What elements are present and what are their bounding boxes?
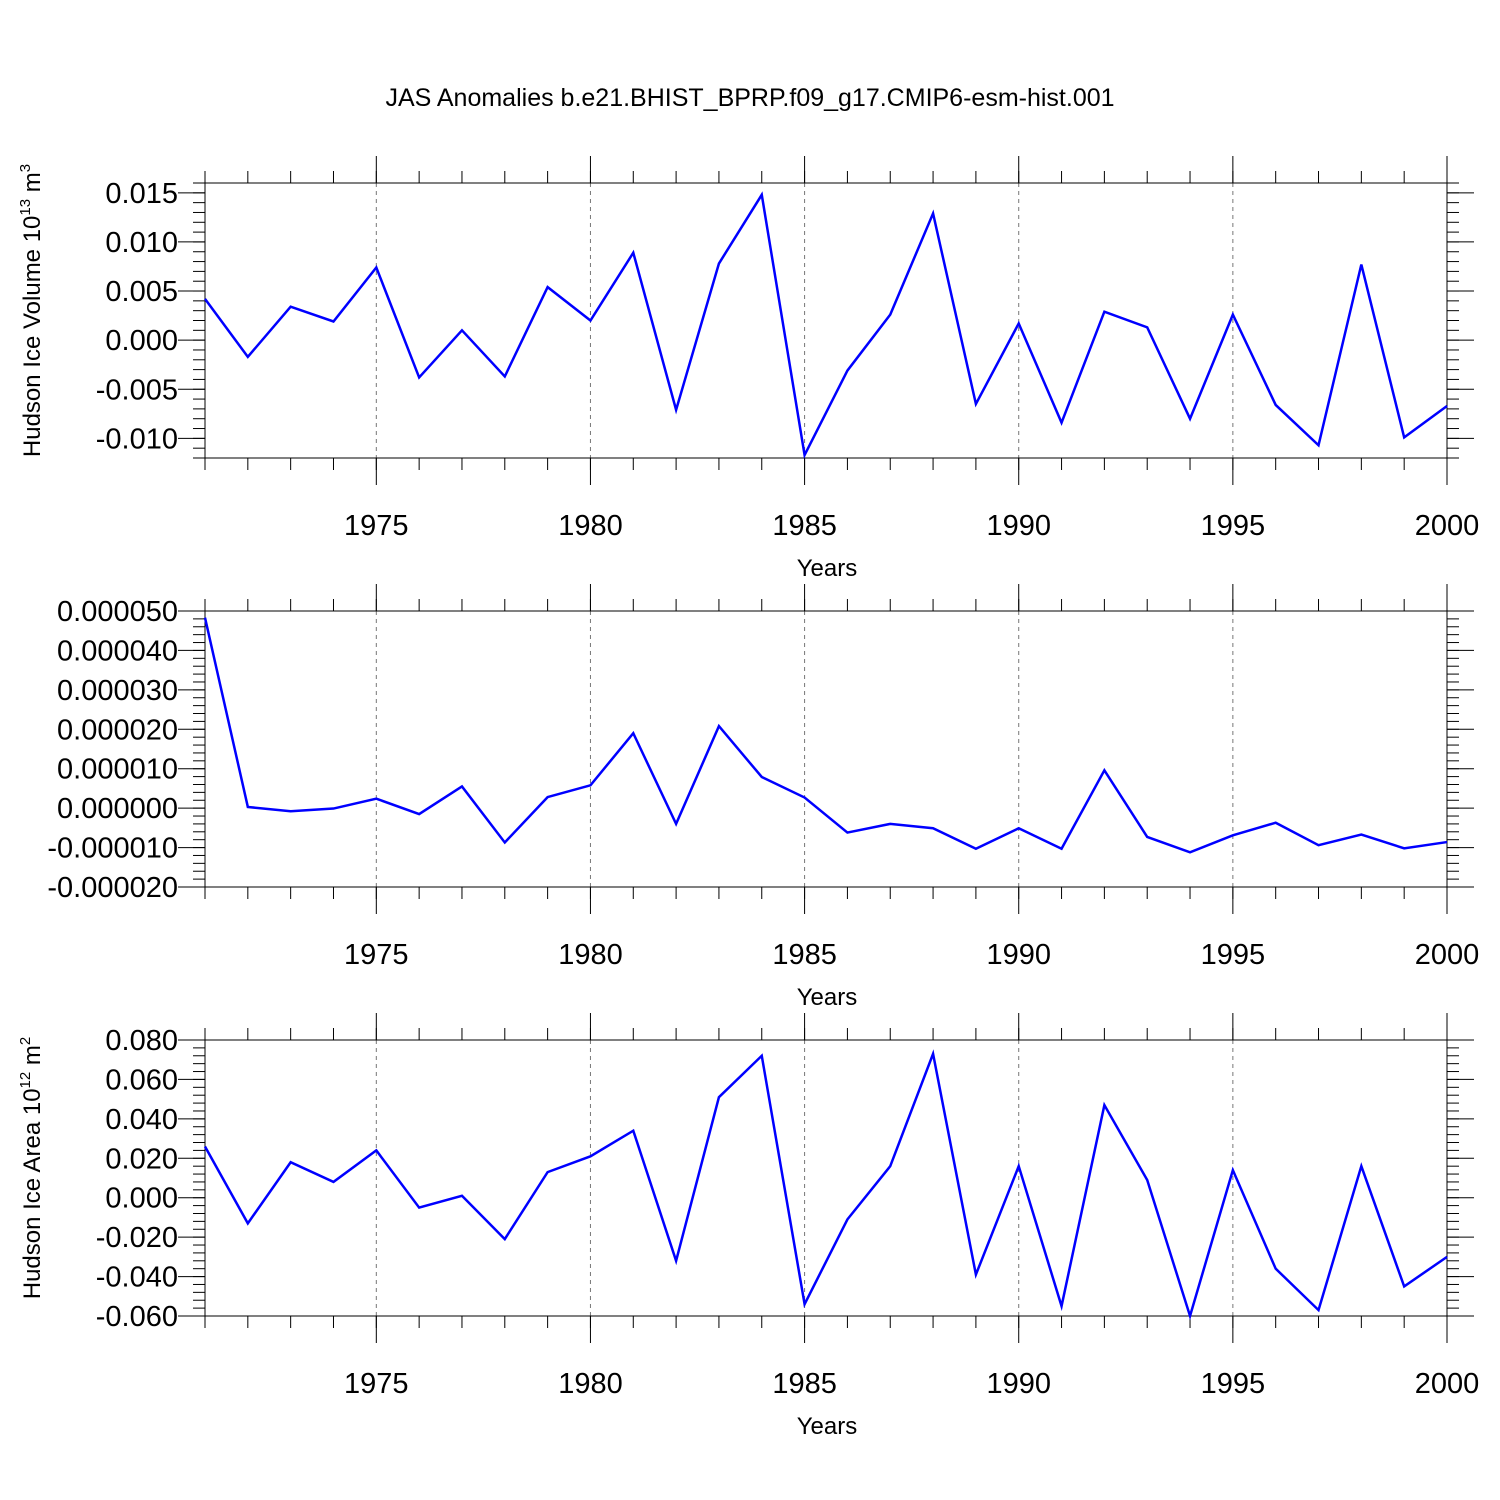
y-axis-title: Hudson Ice Area 1012 m2: [17, 1037, 46, 1300]
y-axis-title-unit: m: [19, 1045, 46, 1072]
x-tick-label: 1975: [344, 1368, 409, 1400]
y-axis-title-exponent: 13: [17, 199, 34, 216]
chart-panel-3: -0.060 -0.040 -0.020 0.000 0.020 0.040 0.060 0.…: [17, 1013, 1479, 1440]
series-line: [203, 1049, 1448, 1321]
y-tick-label: 0.010: [105, 227, 178, 259]
y-tick-label: 0.000: [105, 325, 178, 357]
x-tick-label: 2000: [1415, 939, 1480, 971]
y-axis-title-text: Hudson Ice Area 10: [19, 1088, 46, 1299]
x-tick-label: 1980: [558, 510, 623, 542]
plot-frame: [204, 610, 1448, 888]
x-tick-label: 2000: [1415, 1368, 1480, 1400]
y-axis-title: Hudson Ice Volume 1013 m3: [17, 164, 46, 457]
y-tick-label: 0.000020: [57, 714, 178, 746]
figure-title: JAS Anomalies b.e21.BHIST_BPRP.f09_g17.C…: [385, 84, 1115, 112]
y-tick-label: -0.060: [96, 1301, 178, 1333]
y-tick-label: 0.015: [105, 178, 178, 210]
y-tick-label: -0.000010: [47, 833, 178, 865]
x-tick-label: 1980: [558, 939, 623, 971]
y-tick-label: -0.005: [96, 374, 178, 406]
x-axis-title: Years: [797, 1413, 858, 1440]
y-tick-label: 0.000040: [57, 635, 178, 667]
y-axis-title-unit-exponent: 2: [17, 1037, 34, 1045]
plot-frame: [204, 182, 1448, 459]
x-tick-label: 1995: [1201, 939, 1266, 971]
y-tick-label: -0.020: [96, 1222, 178, 1254]
y-tick-label: 0.000: [105, 1183, 178, 1215]
x-axis-title: Years: [797, 555, 858, 582]
x-axis-title: Years: [797, 984, 858, 1011]
y-tick-label: 0.000010: [57, 754, 178, 786]
x-tick-label: 1990: [986, 1368, 1051, 1400]
y-tick-label: 0.000050: [57, 596, 178, 628]
x-tick-label: 1985: [772, 939, 837, 971]
chart-panel-1: -0.010 -0.005 0.000 0.005 0.010 0.015 1975 1980…: [17, 156, 1479, 582]
series-line: [203, 191, 1448, 460]
y-tick-label: 0.040: [105, 1104, 178, 1136]
y-tick-label: -0.040: [96, 1262, 178, 1294]
x-tick-label: 1990: [986, 939, 1051, 971]
x-tick-label: 1985: [772, 510, 837, 542]
x-tick-label: 1995: [1201, 510, 1266, 542]
series-line: [203, 617, 1448, 854]
y-tick-label: 0.000030: [57, 675, 178, 707]
plot-frame: [204, 1039, 1448, 1317]
x-tick-label: 1980: [558, 1368, 623, 1400]
x-tick-label: 1975: [344, 939, 409, 971]
x-tick-label: 1975: [344, 510, 409, 542]
y-tick-label: 0.000000: [57, 793, 178, 825]
y-axis-title-unit: m: [19, 172, 46, 199]
x-tick-label: 1995: [1201, 1368, 1266, 1400]
y-axis-title-exponent: 12: [17, 1072, 34, 1089]
y-tick-label: 0.060: [105, 1064, 178, 1096]
y-tick-label: 0.080: [105, 1025, 178, 1057]
x-tick-label: 1985: [772, 1368, 837, 1400]
x-tick-label: 1990: [986, 510, 1051, 542]
x-tick-label: 2000: [1415, 510, 1480, 542]
y-axis-title-unit-exponent: 3: [17, 164, 34, 172]
chart-panel-2: -0.000020 -0.000010 0.000000 0.000010 0.0000…: [47, 584, 1479, 1011]
y-tick-label: 0.020: [105, 1143, 178, 1175]
y-tick-label: 0.005: [105, 276, 178, 308]
y-tick-label: -0.000020: [47, 872, 178, 904]
y-axis-title-text: Hudson Ice Volume 10: [19, 216, 46, 458]
y-tick-label: -0.010: [96, 423, 178, 455]
